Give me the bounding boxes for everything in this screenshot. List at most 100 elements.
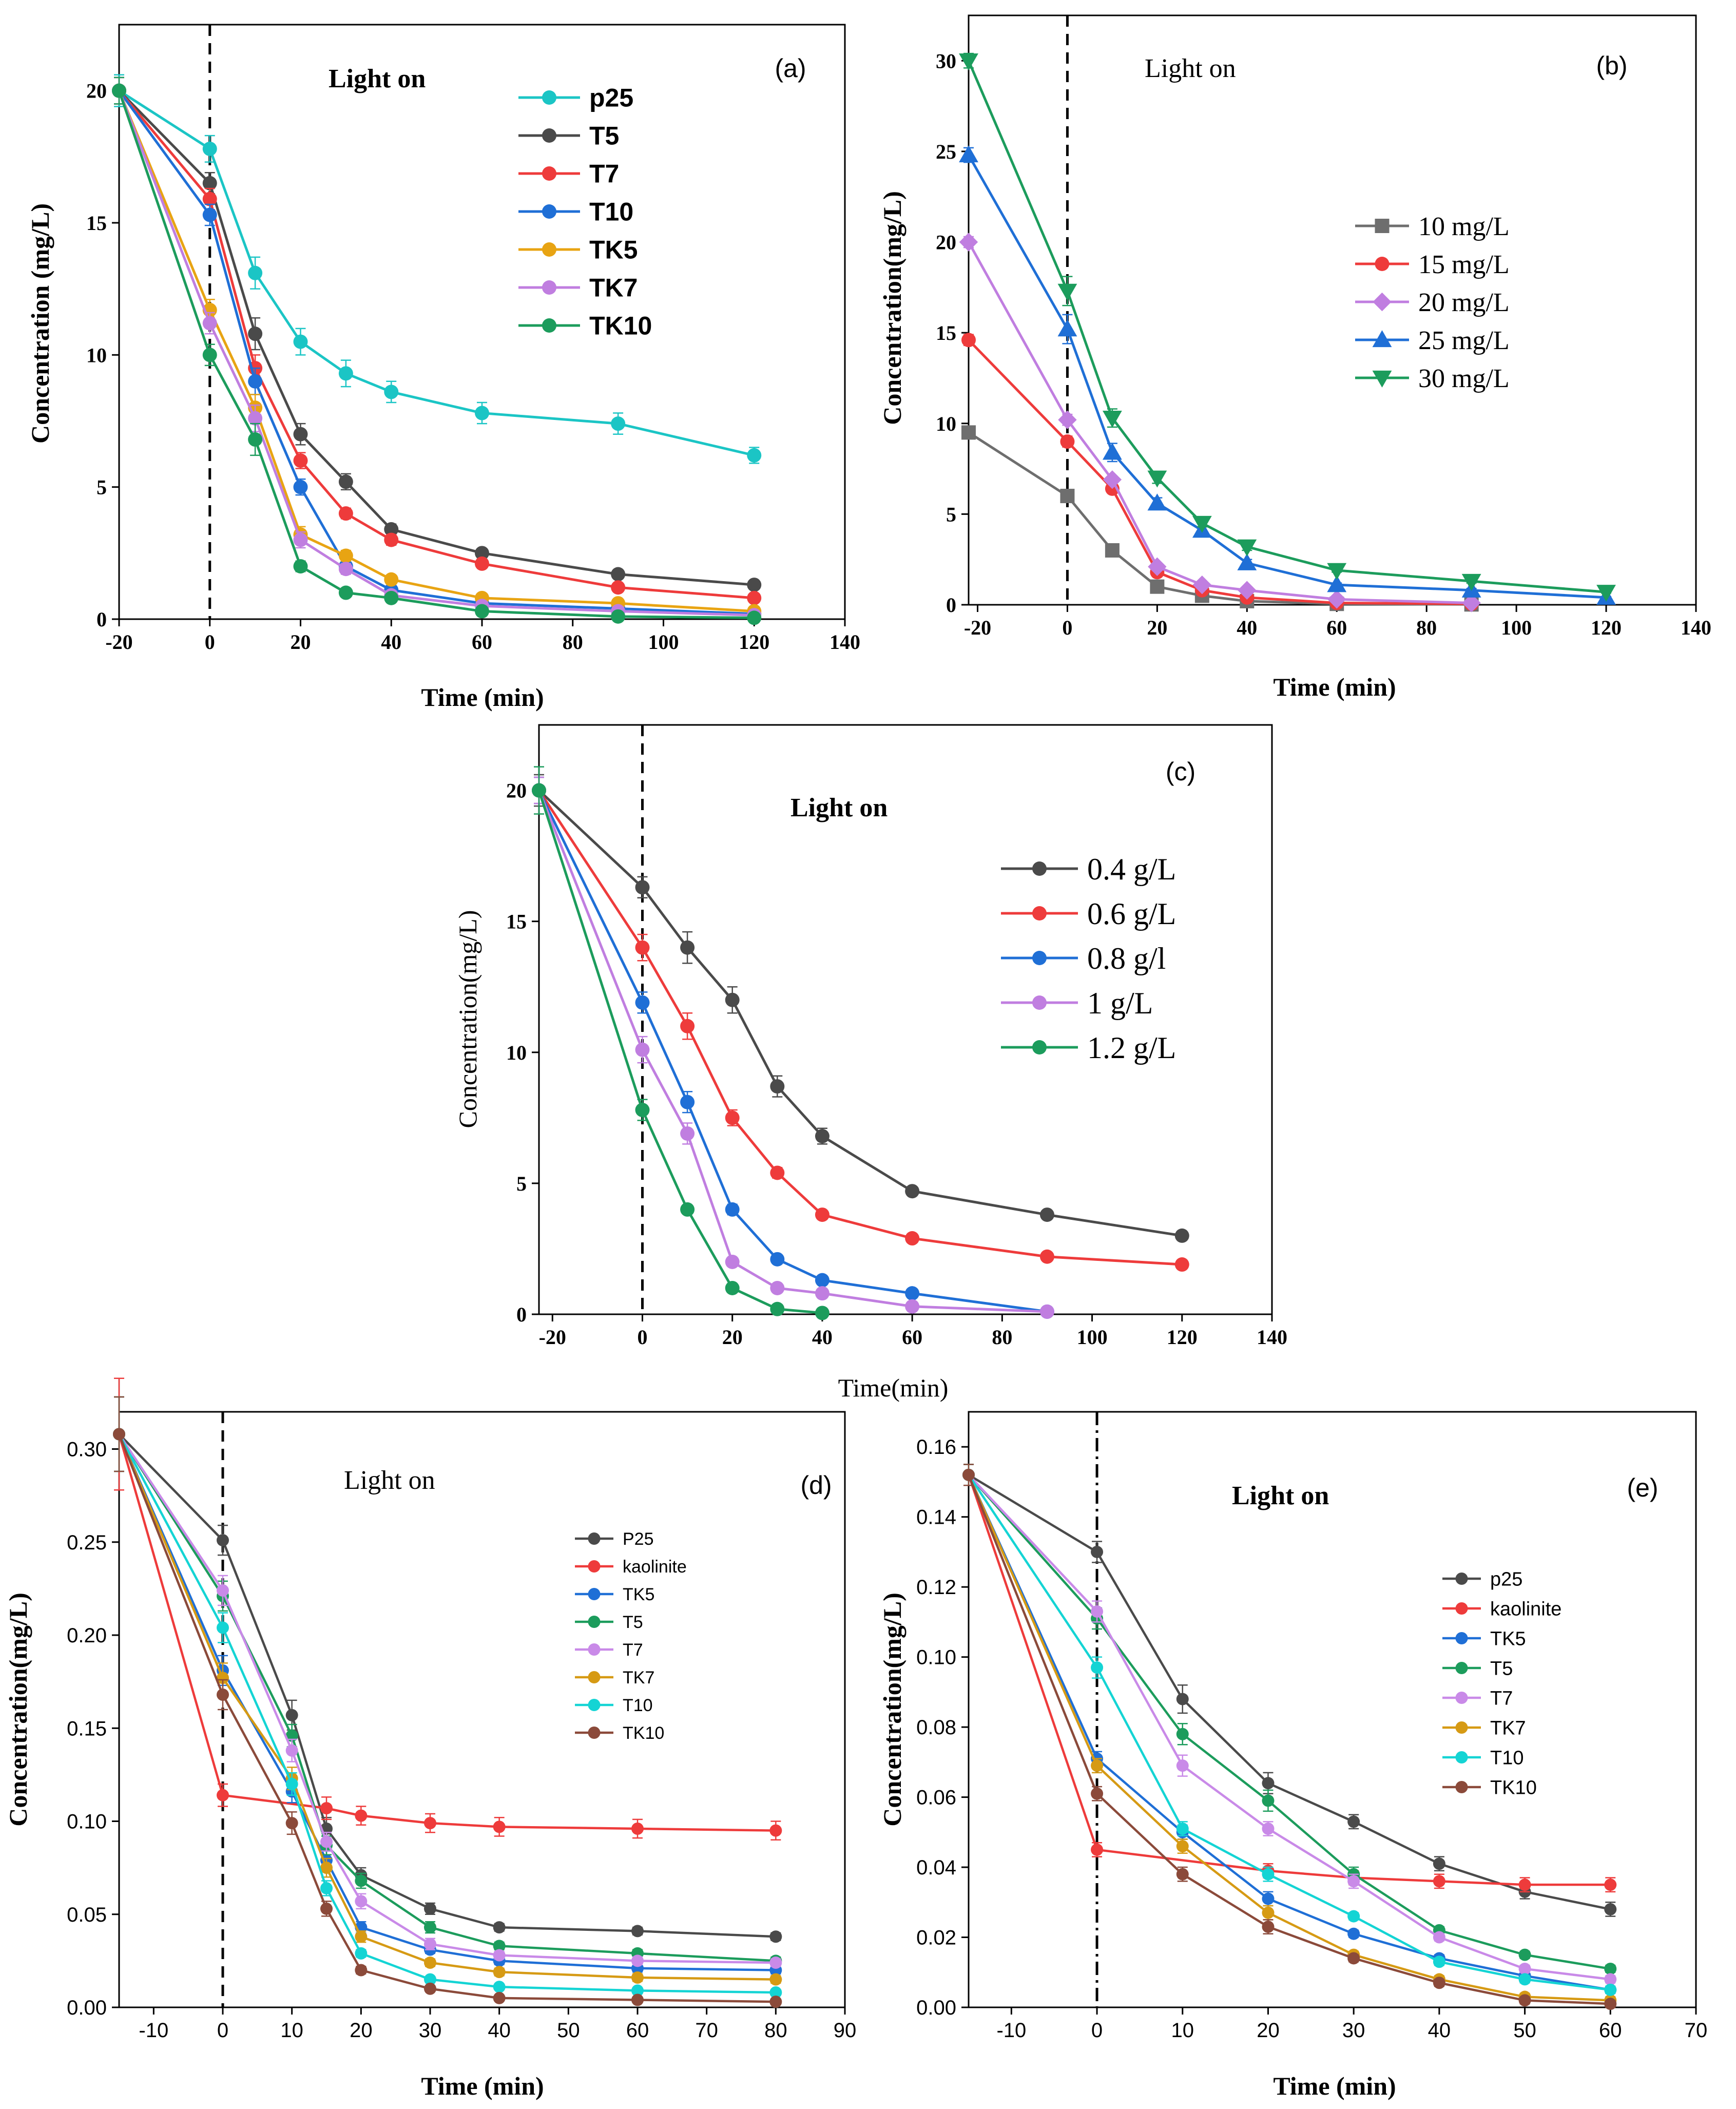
- data-point: [1174, 1228, 1189, 1243]
- legend-label: 0.6 g/L: [1087, 897, 1176, 931]
- legend-entry: 1 g/L: [1001, 986, 1153, 1020]
- data-point: [338, 562, 353, 577]
- series-tk7: [113, 1396, 782, 1986]
- data-point: [905, 1184, 920, 1199]
- data-point: [747, 448, 762, 463]
- data-point: [1103, 470, 1122, 489]
- data-point: [202, 316, 217, 331]
- data-point: [202, 207, 217, 222]
- data-point: [635, 1103, 650, 1118]
- data-point: [725, 1202, 740, 1217]
- legend-marker: [1455, 1632, 1468, 1644]
- legend-marker: [1032, 995, 1047, 1010]
- data-point: [293, 334, 308, 349]
- data-point: [1433, 1977, 1445, 1989]
- legend-label: TK5: [589, 236, 638, 264]
- data-point: [217, 1689, 229, 1701]
- data-point: [680, 1095, 695, 1109]
- data-point: [285, 1778, 298, 1790]
- data-point: [1057, 283, 1077, 301]
- data-point: [1147, 493, 1167, 511]
- data-point: [217, 1789, 229, 1801]
- series-30-mg-l: [959, 52, 1616, 602]
- legend-entry: 0.4 g/L: [1001, 852, 1176, 886]
- x-tick-label: -20: [105, 630, 132, 654]
- legend-marker: [542, 318, 556, 333]
- data-point: [1091, 1787, 1104, 1800]
- data-point: [493, 1966, 506, 1979]
- legend-entry: 1.2 g/L: [1001, 1031, 1176, 1065]
- data-point: [1327, 563, 1347, 580]
- y-tick-label: 20: [936, 231, 956, 254]
- data-point: [1039, 1249, 1054, 1264]
- series-10-mg-l: [961, 425, 1479, 612]
- data-point: [338, 585, 353, 600]
- data-point: [1262, 1777, 1275, 1790]
- data-point: [1604, 1998, 1617, 2010]
- x-axis-title: Time (min): [421, 683, 544, 712]
- plot-frame: [538, 724, 1273, 1315]
- data-point: [1347, 1927, 1360, 1940]
- data-point: [424, 1921, 436, 1934]
- data-point: [770, 1301, 785, 1316]
- y-tick-label: 25: [936, 140, 956, 163]
- series-line: [537, 790, 823, 1314]
- legend-entry: 25 mg/L: [1355, 326, 1510, 355]
- data-point: [424, 1973, 436, 1986]
- data-point: [475, 556, 489, 571]
- x-tick-label: 120: [1591, 616, 1622, 639]
- data-point: [293, 427, 308, 442]
- legend-label: T5: [623, 1613, 643, 1632]
- data-point: [1433, 1875, 1445, 1888]
- legend-entry: T10: [518, 198, 633, 226]
- data-point: [293, 532, 308, 547]
- chart-panel-e: -10 0 10 20 30 40 50 60 70 0.00 0.02 0.04 0.06 0.08 0.…: [878, 1411, 1707, 2100]
- y-tick-label: 0.20: [67, 1624, 107, 1647]
- data-point: [248, 327, 263, 341]
- series-line: [968, 1474, 1611, 1991]
- legend-entry: T7: [1442, 1688, 1513, 1709]
- legend-entry: T5: [518, 122, 619, 150]
- legend-marker: [588, 1699, 601, 1711]
- data-point: [1060, 434, 1075, 449]
- data-point: [384, 532, 399, 547]
- data-point: [747, 578, 762, 592]
- data-point: [635, 995, 650, 1010]
- legend-label: T7: [1490, 1688, 1513, 1709]
- x-tick-label: 20: [1147, 616, 1167, 639]
- data-point: [202, 348, 217, 362]
- panel-label: (b): [1596, 51, 1627, 80]
- y-axis-title: Concentration(mg/L): [878, 1593, 906, 1827]
- legend-marker: [542, 90, 556, 105]
- series-line: [967, 154, 1607, 599]
- data-point: [769, 1996, 782, 2008]
- data-point: [493, 1991, 506, 2004]
- data-point: [680, 940, 695, 955]
- legend-entry: TK10: [1442, 1777, 1537, 1798]
- legend-label: T7: [589, 160, 619, 188]
- x-tick-label: 100: [648, 630, 679, 654]
- data-point: [248, 265, 263, 280]
- legend-entry: TK7: [575, 1668, 654, 1688]
- data-point: [338, 548, 353, 563]
- data-point: [217, 1584, 229, 1597]
- data-point: [1176, 1759, 1189, 1772]
- data-point: [1192, 515, 1212, 533]
- y-tick-label: 0.02: [916, 1927, 956, 1949]
- data-point: [1262, 1868, 1275, 1881]
- data-point: [338, 474, 353, 489]
- data-point: [747, 590, 762, 605]
- data-point: [424, 1982, 436, 1995]
- data-point: [1176, 1823, 1189, 1835]
- x-tick-label: 80: [1416, 616, 1437, 639]
- data-point: [611, 416, 626, 431]
- data-point: [493, 1921, 506, 1934]
- legend-label: T7: [623, 1640, 643, 1660]
- legend-entry: TK5: [575, 1585, 654, 1604]
- series-t10: [962, 1464, 1617, 1996]
- data-point: [725, 992, 740, 1007]
- data-point: [905, 1231, 920, 1246]
- series-line: [968, 1474, 1611, 1981]
- legend-marker: [542, 204, 556, 219]
